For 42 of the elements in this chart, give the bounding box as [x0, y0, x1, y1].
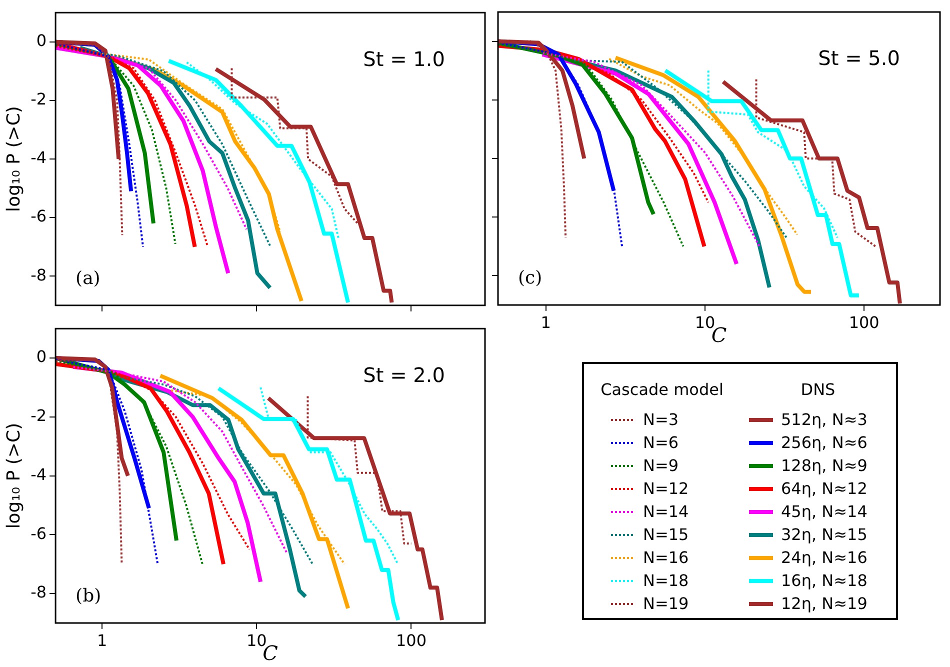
legend-label: 64η, N≈12 [781, 479, 868, 498]
legend-label: N=19 [643, 594, 689, 613]
legend-label: N=15 [643, 525, 689, 544]
x-tick-label: 1 [96, 630, 108, 650]
x-tick-label: 100 [396, 630, 427, 650]
legend-label: 128η, N≈9 [781, 456, 868, 475]
legend-label: N=18 [643, 571, 689, 590]
legend-label: 16η, N≈18 [781, 571, 868, 590]
annotation: (c) [518, 268, 542, 289]
annotation: (a) [76, 268, 100, 290]
legend-label: N=3 [643, 410, 679, 429]
y-tick-label: -6 [30, 524, 47, 543]
annotation: St = 1.0 [363, 46, 445, 71]
text: Cascade model [600, 380, 724, 401]
y-tick-label: -4 [30, 148, 47, 168]
legend-label: 45η, N≈14 [781, 502, 868, 521]
y-tick-label: -2 [30, 90, 47, 109]
legend-label: N=6 [643, 433, 679, 452]
legend-label: N=14 [643, 502, 689, 521]
annotation: St = 5.0 [818, 46, 900, 70]
y-tick-label: 0 [36, 347, 47, 366]
legend-label: 256η, N≈6 [781, 433, 868, 452]
y-tick-label: -6 [30, 206, 47, 226]
y-tick-label: 0 [36, 31, 47, 50]
y-tick-label: -8 [30, 265, 47, 284]
legend-label: 32η, N≈15 [781, 525, 868, 544]
legend-label: 512η, N≈3 [781, 410, 868, 429]
legend-label: 24η, N≈16 [781, 548, 868, 567]
x-tick-label: 100 [848, 312, 880, 332]
x-tick-label: 1 [540, 312, 551, 332]
y-axis-title: log₁₀ P (>C) [3, 422, 24, 529]
annotation: (b) [76, 586, 102, 607]
legend-label: N=16 [643, 548, 689, 567]
y-axis-title: log₁₀ P (>C) [3, 106, 24, 212]
y-tick-label: -4 [30, 464, 47, 484]
y-tick-label: -2 [30, 406, 47, 426]
annotation: St = 2.0 [363, 362, 445, 387]
y-tick-label: -8 [30, 582, 47, 602]
legend-label: 12η, N≈19 [781, 594, 868, 613]
legend-label: N=9 [643, 456, 679, 475]
text: DNS [800, 380, 836, 401]
legend-label: N=12 [643, 479, 689, 498]
